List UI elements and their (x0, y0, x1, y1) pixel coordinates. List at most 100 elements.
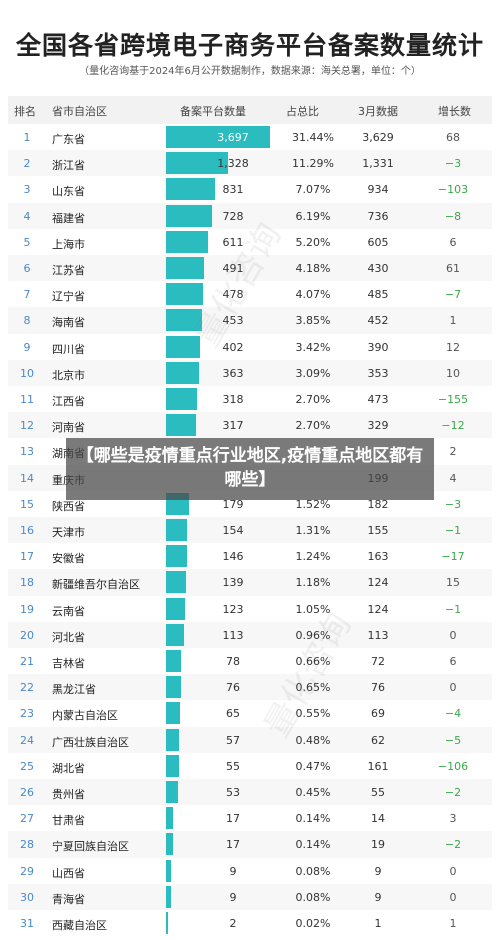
count-cell: 179 (222, 497, 244, 511)
growth-cell: −7 (444, 288, 462, 302)
share-cell: 1.31% (295, 524, 331, 537)
share-cell: 6.19% (295, 209, 331, 223)
count-bar (166, 545, 187, 568)
table-row: 30 青海省 9 0.08% 9 0 (8, 883, 492, 910)
share-cell: 4.18% (295, 262, 331, 275)
count-bar (166, 178, 216, 201)
growth-cell: −3 (444, 157, 462, 171)
share-cell: 0.02% (295, 917, 331, 930)
province-cell: 安徽省 (52, 552, 85, 566)
count-cell: 76 (226, 681, 240, 695)
header-count: 备案平台数量 (180, 105, 246, 118)
march-cell: 3,629 (362, 131, 394, 144)
march-cell: 182 (367, 497, 389, 511)
growth-cell: −5 (444, 733, 462, 747)
count-cell: 478 (222, 288, 244, 302)
rank-cell: 6 (23, 262, 31, 275)
count-bar (166, 388, 197, 410)
table-row: 7 辽宁省 478 4.07% 485 −7 (8, 281, 492, 307)
province-cell: 江西省 (52, 395, 85, 408)
count-bar (166, 807, 174, 830)
table-row: 4 福建省 728 6.19% 736 −8 (8, 202, 492, 229)
province-cell: 甘肃省 (52, 814, 85, 828)
province-cell: 四川省 (52, 342, 85, 356)
march-cell: 9 (374, 864, 382, 878)
count-cell: 53 (226, 786, 240, 799)
count-bar (166, 519, 188, 541)
rank-cell: 10 (20, 366, 34, 380)
header-growth: 增长数 (438, 105, 471, 118)
count-bar (166, 754, 179, 777)
rank-cell: 20 (20, 628, 34, 642)
count-bar (166, 230, 209, 253)
march-cell: 605 (367, 235, 389, 249)
province-cell: 贵州省 (52, 788, 85, 801)
growth-cell: −4 (444, 707, 462, 721)
share-cell: 3.09% (295, 366, 331, 380)
count-bar (166, 912, 169, 934)
rank-cell: 3 (23, 183, 31, 197)
count-cell: 831 (222, 183, 244, 197)
rank-cell: 19 (20, 602, 34, 616)
share-cell: 0.47% (295, 759, 331, 773)
rank-cell: 22 (20, 681, 34, 695)
province-cell: 陕西省 (52, 499, 85, 513)
march-cell: 124 (367, 602, 389, 616)
province-cell: 云南省 (52, 604, 85, 618)
count-bar (166, 361, 199, 384)
rank-cell: 27 (20, 812, 34, 826)
growth-cell: −155 (437, 393, 469, 406)
rank-cell: 25 (20, 759, 34, 773)
table-row: 9 四川省 402 3.42% 390 12 (8, 334, 492, 360)
march-cell: 69 (371, 707, 385, 721)
share-cell: 0.08% (295, 864, 331, 878)
table-row: 16 天津市 154 1.31% 155 −1 (8, 517, 492, 544)
province-cell: 海南省 (52, 316, 85, 330)
growth-cell: −2 (444, 786, 462, 799)
count-cell: 1,328 (217, 157, 249, 171)
table-row: 12 河南省 317 2.70% 329 −12 (8, 412, 492, 439)
rank-cell: 31 (20, 917, 34, 930)
growth-cell: −2 (444, 838, 462, 852)
rank-cell: 17 (20, 550, 34, 564)
count-bar (166, 833, 174, 856)
growth-cell: 0 (449, 628, 457, 642)
share-cell: 7.07% (295, 183, 331, 197)
province-cell: 黑龙江省 (52, 683, 96, 697)
share-cell: 2.70% (295, 419, 331, 433)
march-cell: 452 (367, 314, 389, 328)
table-row: 25 湖北省 55 0.47% 161 −106 (8, 753, 492, 779)
share-cell: 2.70% (295, 393, 331, 406)
count-bar (166, 781, 179, 803)
count-bar (166, 414, 197, 437)
share-cell: 11.29% (292, 157, 334, 171)
growth-cell: 0 (449, 681, 457, 695)
share-cell: 31.44% (292, 131, 334, 144)
march-cell: 9 (374, 890, 382, 904)
province-cell: 浙江省 (52, 159, 85, 173)
march-cell: 485 (367, 288, 389, 302)
growth-cell: −3 (444, 497, 462, 511)
count-cell: 78 (226, 655, 240, 668)
growth-cell: 15 (446, 576, 460, 590)
rank-cell: 4 (23, 209, 31, 223)
count-cell: 57 (226, 733, 240, 747)
share-cell: 1.24% (295, 550, 331, 564)
growth-cell: −1 (444, 602, 462, 616)
growth-cell: 2 (449, 445, 457, 459)
table-row: 18 新疆维吾尔自治区 139 1.18% 124 15 (8, 569, 492, 596)
march-cell: 161 (367, 759, 389, 773)
rank-cell: 9 (23, 340, 31, 354)
table-row: 29 山西省 9 0.08% 9 0 (8, 858, 492, 884)
rank-cell: 7 (23, 288, 31, 302)
table-row: 24 广西壮族自治区 57 0.48% 62 −5 (8, 726, 492, 753)
share-cell: 0.08% (295, 890, 331, 904)
share-cell: 1.18% (295, 576, 331, 590)
march-cell: 1,331 (362, 157, 394, 171)
province-cell: 青海省 (52, 892, 85, 906)
table-row: 17 安徽省 146 1.24% 163 −17 (8, 543, 492, 569)
count-bar (166, 597, 185, 620)
table-row: 1 广东省 3,697 31.44% 3,629 68 (8, 124, 492, 150)
province-cell: 北京市 (52, 368, 85, 382)
table-row: 8 海南省 453 3.85% 452 1 (8, 307, 492, 334)
